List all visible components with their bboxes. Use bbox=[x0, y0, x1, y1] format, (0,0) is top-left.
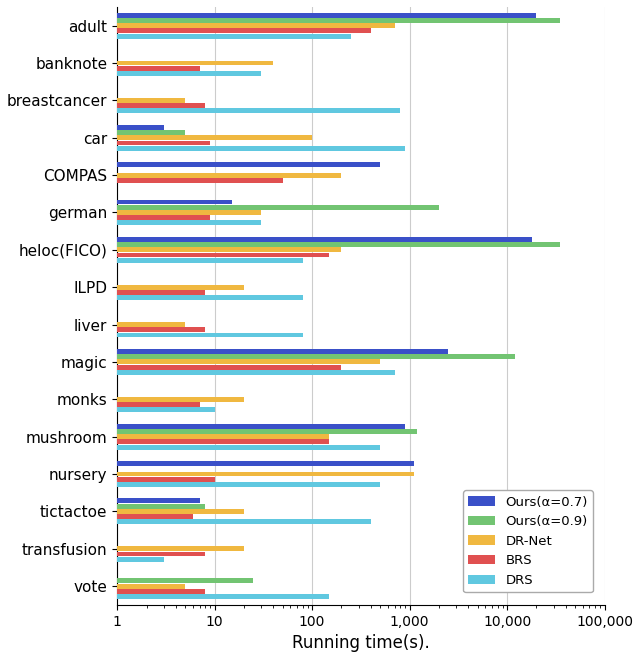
Bar bbox=[117, 108, 400, 113]
Bar bbox=[117, 424, 405, 428]
Bar bbox=[117, 66, 200, 71]
Bar bbox=[117, 477, 214, 482]
Bar bbox=[117, 503, 205, 509]
Bar bbox=[117, 514, 193, 519]
Bar bbox=[117, 461, 413, 466]
Bar bbox=[117, 322, 186, 327]
Bar bbox=[117, 349, 449, 354]
Bar bbox=[117, 589, 205, 594]
Bar bbox=[117, 162, 380, 167]
Bar bbox=[117, 205, 439, 210]
Bar bbox=[117, 584, 186, 588]
Bar bbox=[117, 407, 214, 412]
Bar bbox=[117, 434, 330, 439]
Bar bbox=[117, 98, 186, 103]
Bar bbox=[117, 359, 380, 364]
Bar bbox=[117, 557, 164, 561]
Bar bbox=[117, 215, 210, 220]
Bar bbox=[117, 333, 303, 337]
Bar bbox=[117, 509, 244, 514]
Bar bbox=[117, 440, 330, 444]
Bar bbox=[117, 472, 413, 476]
Bar bbox=[117, 552, 205, 556]
Bar bbox=[117, 370, 394, 375]
Bar bbox=[117, 71, 261, 76]
Bar bbox=[117, 61, 273, 65]
Bar bbox=[117, 135, 312, 140]
Bar bbox=[117, 247, 342, 252]
Bar bbox=[117, 402, 200, 407]
X-axis label: Running time(s).: Running time(s). bbox=[292, 634, 429, 652]
Legend: Ours(α=0.7), Ours(α=0.9), DR-Net, BRS, DRS: Ours(α=0.7), Ours(α=0.9), DR-Net, BRS, D… bbox=[463, 490, 593, 592]
Bar bbox=[117, 445, 380, 449]
Bar bbox=[117, 429, 417, 434]
Bar bbox=[117, 103, 205, 108]
Bar bbox=[117, 364, 342, 370]
Bar bbox=[117, 546, 244, 551]
Bar bbox=[117, 221, 261, 225]
Bar bbox=[117, 146, 405, 151]
Bar bbox=[117, 482, 380, 487]
Bar bbox=[117, 295, 303, 300]
Bar bbox=[117, 519, 371, 525]
Bar bbox=[117, 252, 330, 258]
Bar bbox=[117, 125, 164, 130]
Bar bbox=[117, 237, 532, 242]
Bar bbox=[117, 579, 253, 583]
Bar bbox=[117, 285, 244, 289]
Bar bbox=[117, 397, 244, 402]
Bar bbox=[117, 23, 394, 28]
Bar bbox=[117, 178, 283, 183]
Bar bbox=[117, 130, 186, 135]
Bar bbox=[117, 13, 536, 18]
Bar bbox=[117, 210, 261, 215]
Bar bbox=[117, 173, 342, 177]
Bar bbox=[117, 18, 560, 23]
Bar bbox=[117, 498, 200, 503]
Bar bbox=[117, 140, 210, 146]
Bar bbox=[117, 355, 515, 359]
Bar bbox=[117, 34, 351, 38]
Bar bbox=[117, 200, 232, 204]
Bar bbox=[117, 290, 205, 295]
Bar bbox=[117, 28, 371, 34]
Bar bbox=[117, 594, 330, 599]
Bar bbox=[117, 328, 205, 332]
Bar bbox=[117, 258, 303, 263]
Bar bbox=[117, 242, 560, 247]
